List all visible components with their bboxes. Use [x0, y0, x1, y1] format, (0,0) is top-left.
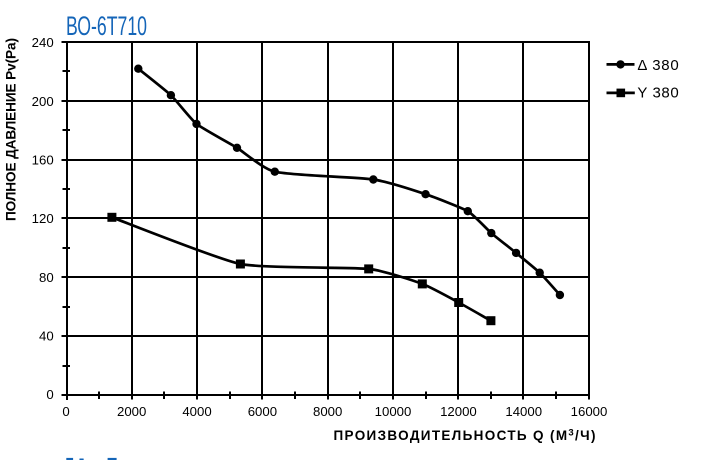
svg-text:6000: 6000 — [248, 404, 277, 419]
svg-text:14000: 14000 — [505, 404, 542, 419]
svg-text:0: 0 — [62, 404, 69, 419]
svg-text:ВО-6Т710: ВО-6Т710 — [66, 11, 147, 41]
svg-text:80: 80 — [39, 270, 54, 285]
svg-text:2000: 2000 — [117, 404, 146, 419]
svg-text:4000: 4000 — [182, 404, 211, 419]
svg-text:160: 160 — [32, 153, 54, 168]
svg-text:ПОЛНОЕ ДАВЛЕНИЕ Pv(Pa): ПОЛНОЕ ДАВЛЕНИЕ Pv(Pa) — [4, 38, 19, 221]
svg-text:16000: 16000 — [571, 404, 608, 419]
svg-text:12000: 12000 — [440, 404, 477, 419]
svg-text:ПРОИЗВОДИТЕЛЬНОСТЬ Q (М3/Ч): ПРОИЗВОДИТЕЛЬНОСТЬ Q (М3/Ч) — [334, 428, 596, 444]
svg-text:120: 120 — [32, 211, 54, 226]
svg-text:0: 0 — [46, 387, 53, 402]
svg-text:240: 240 — [32, 35, 54, 50]
svg-text:8000: 8000 — [313, 404, 342, 419]
svg-text:Δ 380: Δ 380 — [637, 57, 678, 74]
svg-text:Y 380: Y 380 — [637, 85, 678, 102]
svg-text:40: 40 — [39, 329, 54, 344]
svg-text:200: 200 — [32, 94, 54, 109]
svg-text:10000: 10000 — [375, 404, 412, 419]
